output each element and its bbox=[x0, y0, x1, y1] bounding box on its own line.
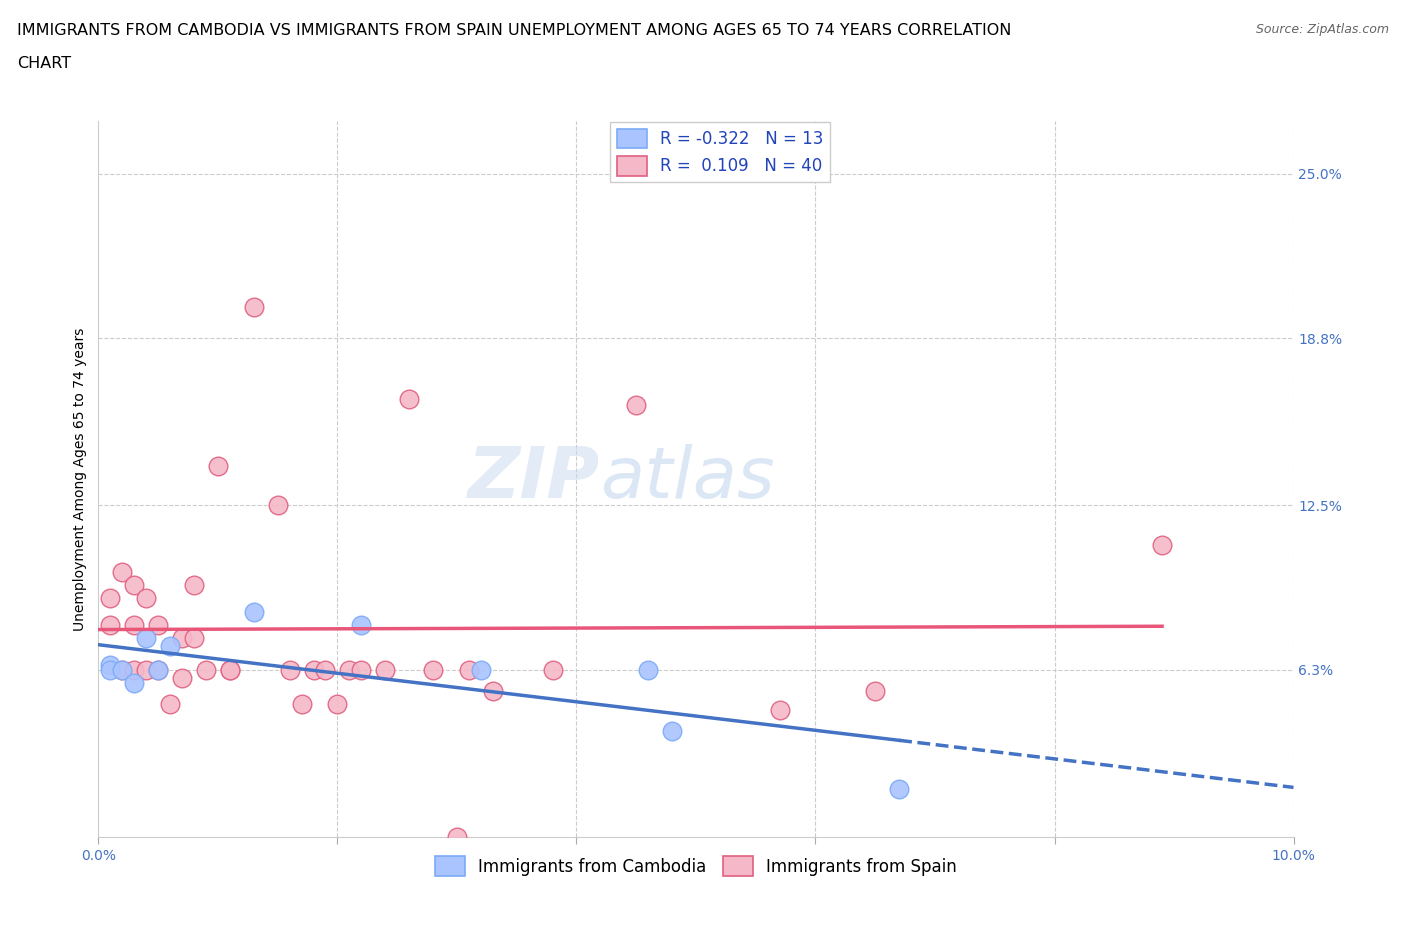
Point bbox=[243, 604, 266, 619]
Point bbox=[98, 618, 122, 632]
Text: Source: ZipAtlas.com: Source: ZipAtlas.com bbox=[1256, 23, 1389, 36]
Point bbox=[1152, 538, 1174, 552]
Text: atlas: atlas bbox=[600, 445, 775, 513]
Point bbox=[135, 591, 157, 605]
Point bbox=[291, 697, 314, 711]
Point bbox=[626, 397, 648, 412]
Point bbox=[159, 697, 181, 711]
Point bbox=[195, 662, 218, 677]
Point bbox=[470, 662, 492, 677]
Point bbox=[350, 618, 373, 632]
Point bbox=[148, 662, 170, 677]
Point bbox=[111, 662, 134, 677]
Point bbox=[159, 639, 181, 654]
Point bbox=[541, 662, 564, 677]
Point bbox=[339, 662, 361, 677]
Point bbox=[183, 578, 205, 592]
Point bbox=[124, 662, 146, 677]
Point bbox=[219, 662, 242, 677]
Point bbox=[135, 631, 157, 645]
Point bbox=[243, 299, 266, 314]
Point bbox=[148, 618, 170, 632]
Point bbox=[148, 662, 170, 677]
Point bbox=[124, 676, 146, 691]
Point bbox=[207, 458, 229, 473]
Point bbox=[482, 684, 505, 698]
Point bbox=[111, 565, 134, 579]
Point bbox=[302, 662, 325, 677]
Text: IMMIGRANTS FROM CAMBODIA VS IMMIGRANTS FROM SPAIN UNEMPLOYMENT AMONG AGES 65 TO : IMMIGRANTS FROM CAMBODIA VS IMMIGRANTS F… bbox=[17, 23, 1011, 38]
Point bbox=[172, 671, 194, 685]
Point bbox=[422, 662, 444, 677]
Text: CHART: CHART bbox=[17, 56, 70, 71]
Point bbox=[135, 662, 157, 677]
Point bbox=[865, 684, 887, 698]
Point bbox=[315, 662, 337, 677]
Point bbox=[124, 618, 146, 632]
Point bbox=[98, 662, 122, 677]
Point bbox=[219, 662, 242, 677]
Point bbox=[98, 591, 122, 605]
Point bbox=[889, 782, 911, 797]
Point bbox=[326, 697, 349, 711]
Point bbox=[111, 662, 134, 677]
Point bbox=[661, 724, 683, 738]
Y-axis label: Unemployment Among Ages 65 to 74 years: Unemployment Among Ages 65 to 74 years bbox=[73, 327, 87, 631]
Point bbox=[398, 392, 420, 406]
Text: ZIP: ZIP bbox=[468, 445, 600, 513]
Point bbox=[350, 662, 373, 677]
Point bbox=[172, 631, 194, 645]
Point bbox=[98, 658, 122, 672]
Point bbox=[637, 662, 659, 677]
Point bbox=[278, 662, 301, 677]
Point bbox=[183, 631, 205, 645]
Point bbox=[124, 578, 146, 592]
Point bbox=[446, 830, 468, 844]
Point bbox=[267, 498, 290, 513]
Point bbox=[458, 662, 481, 677]
Legend: Immigrants from Cambodia, Immigrants from Spain: Immigrants from Cambodia, Immigrants fro… bbox=[429, 850, 963, 883]
Point bbox=[769, 702, 792, 717]
Point bbox=[374, 662, 396, 677]
